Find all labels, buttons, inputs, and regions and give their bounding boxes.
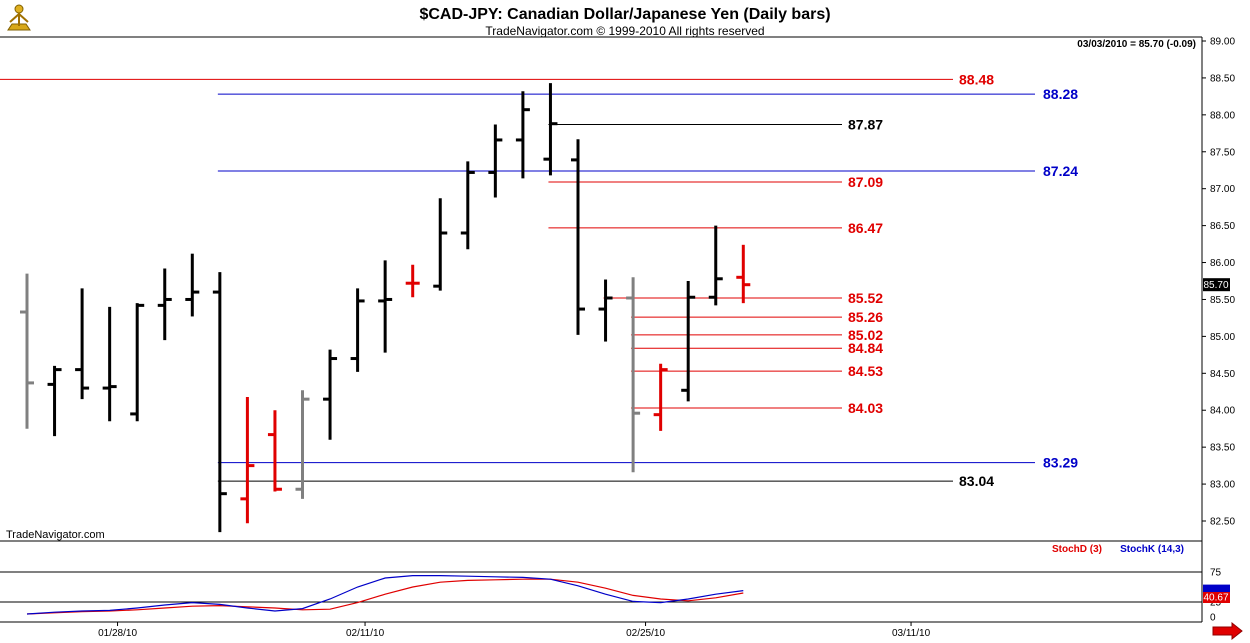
last-quote: 03/03/2010 = 85.70 (-0.09) (1077, 39, 1196, 50)
price-bar (378, 260, 393, 353)
watermark: TradeNavigator.com (6, 529, 105, 541)
price-panel-frame (0, 36, 1203, 623)
price-bar (433, 198, 448, 291)
y-tick-label: 88.50 (1210, 73, 1235, 84)
y-tick-label: 89.00 (1210, 37, 1235, 48)
level-label: 85.02 (848, 327, 883, 343)
price-bar (488, 124, 503, 198)
y-tick-label: 85.00 (1210, 332, 1235, 343)
price-bar (405, 264, 420, 298)
scroll-right-arrow-icon[interactable] (1212, 621, 1243, 641)
price-bar (295, 390, 310, 499)
stochastic-panel: StochD (3) StochK (14,3) 0257540.67 (0, 544, 1230, 624)
price-axis: 82.50 83.00 83.50 84.00 84.50 85.00 85.50 86.00… (1202, 37, 1235, 528)
price-bar (157, 268, 172, 341)
level-label: 88.48 (959, 71, 994, 87)
current-price-marker: 85.70 (1203, 278, 1230, 292)
y-tick-label: 85.50 (1210, 295, 1235, 306)
y-tick-label: 87.50 (1210, 147, 1235, 158)
price-bar (708, 225, 723, 306)
level-label: 83.29 (1043, 455, 1078, 471)
price-bar (47, 365, 62, 437)
price-bar (75, 288, 90, 400)
price-bar (267, 410, 282, 492)
y-tick-label: 84.00 (1210, 406, 1235, 417)
price-bar (350, 288, 365, 372)
x-tick-label: 02/11/10 (346, 628, 385, 639)
stoch-d-value: 40.67 (1203, 593, 1228, 604)
y-tick-label: 82.50 (1210, 517, 1235, 528)
price-bar (185, 253, 200, 317)
stoch-d-legend: StochD (3) (1052, 544, 1102, 555)
x-tick-label: 02/25/10 (626, 628, 665, 639)
price-bar (681, 281, 696, 402)
level-label: 87.09 (848, 174, 883, 190)
y-tick-label: 83.00 (1210, 480, 1235, 491)
level-label: 83.04 (959, 473, 994, 489)
level-label: 85.52 (848, 290, 883, 306)
level-label: 88.28 (1043, 86, 1078, 102)
price-bar (102, 306, 117, 422)
price-bar (130, 303, 145, 422)
chart-title: $CAD-JPY: Canadian Dollar/Japanese Yen (… (419, 6, 830, 23)
price-bar (515, 91, 530, 179)
price-bar (20, 273, 34, 429)
y-tick-label: 86.00 (1210, 258, 1235, 269)
stoch-k-legend: StochK (14,3) (1120, 544, 1184, 555)
price-bar (460, 161, 475, 250)
chart-subtitle: TradeNavigator.com © 1999-2010 All right… (485, 24, 764, 38)
price-bar (598, 279, 613, 342)
level-label: 84.03 (848, 400, 883, 416)
price-bar (736, 244, 751, 304)
y-tick-label: 84.50 (1210, 369, 1235, 380)
level-label: 87.87 (848, 116, 883, 132)
level-label: 87.24 (1043, 163, 1078, 179)
price-bar (543, 83, 558, 176)
level-label: 84.84 (848, 340, 883, 356)
stoch-k-marker (1203, 584, 1230, 593)
price-bars (20, 83, 751, 533)
price-bar (571, 139, 585, 335)
x-tick-label: 01/28/10 (98, 628, 137, 639)
x-tick-label: 03/11/10 (892, 628, 931, 639)
level-label: 86.47 (848, 220, 883, 236)
level-label: 84.53 (848, 363, 883, 379)
price-bar (653, 363, 668, 431)
logo-icon (7, 4, 31, 31)
stoch-d-marker (1203, 592, 1230, 603)
price-bar (212, 272, 227, 533)
price-bar (323, 349, 338, 440)
stoch-tick-label: 0 (1210, 613, 1216, 624)
level-label: 85.26 (848, 309, 883, 325)
levels: 88.48 88.28 87.87 87.24 87.09 86.47 85.52 85.26… (0, 71, 1078, 489)
price-bar (240, 396, 255, 524)
y-tick-label: 87.00 (1210, 184, 1235, 195)
y-tick-label: 83.50 (1210, 443, 1235, 454)
y-tick-label: 86.50 (1210, 221, 1235, 232)
price-bar (626, 277, 641, 473)
y-tick-label: 88.00 (1210, 110, 1235, 121)
date-axis: 01/28/10 02/11/10 02/25/10 03/11/10 (98, 622, 931, 639)
current-price-label: 85.70 (1203, 280, 1228, 291)
stoch-d-line (26, 578, 744, 615)
stoch-k-line (26, 574, 744, 615)
stoch-tick-label: 75 (1210, 568, 1222, 579)
